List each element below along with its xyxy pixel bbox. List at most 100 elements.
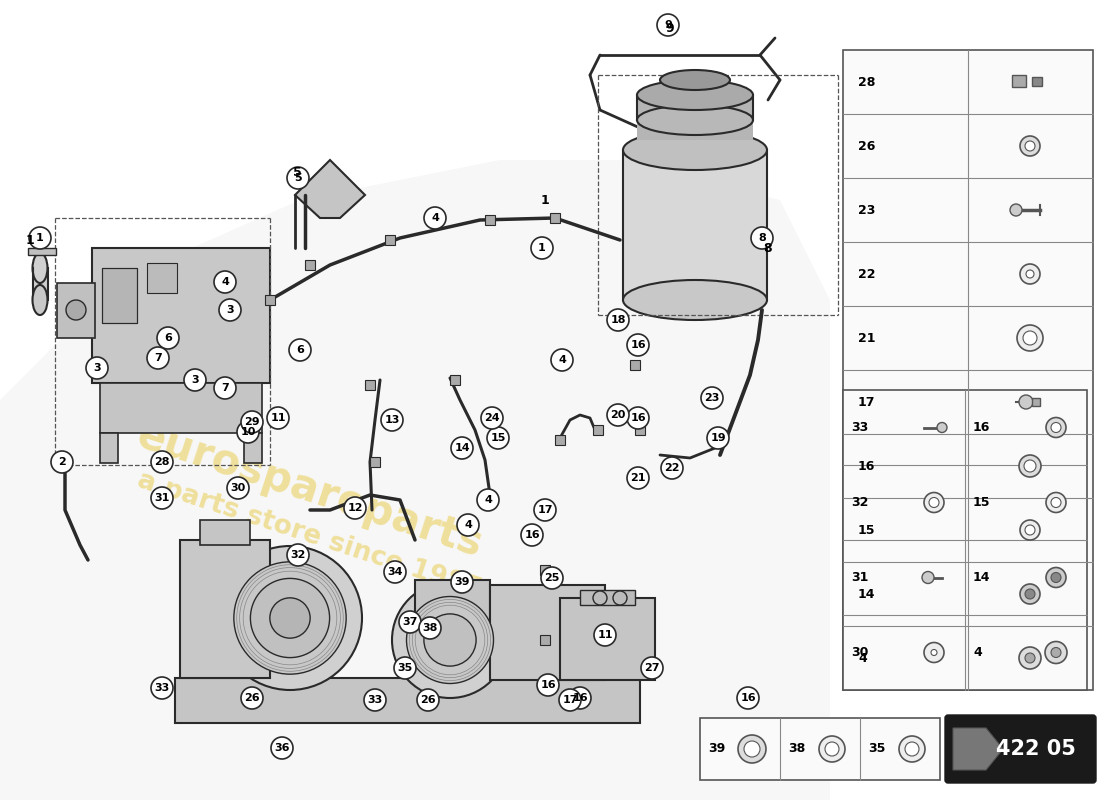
Circle shape — [1019, 647, 1041, 669]
Bar — [200, 520, 250, 545]
Circle shape — [1025, 141, 1035, 151]
Bar — [244, 433, 262, 463]
Circle shape — [1045, 642, 1067, 663]
Bar — [623, 150, 767, 300]
Circle shape — [151, 487, 173, 509]
Circle shape — [241, 411, 263, 433]
Text: 15: 15 — [491, 433, 506, 443]
Circle shape — [627, 334, 649, 356]
Circle shape — [1019, 455, 1041, 477]
Text: 30: 30 — [851, 646, 868, 659]
Circle shape — [1024, 460, 1036, 472]
Circle shape — [1019, 395, 1033, 409]
Text: 36: 36 — [274, 743, 289, 753]
Circle shape — [29, 227, 51, 249]
Bar — [147, 263, 177, 293]
Circle shape — [931, 650, 937, 655]
Text: 9: 9 — [664, 20, 672, 30]
Circle shape — [270, 598, 310, 638]
Circle shape — [924, 493, 944, 513]
Bar — [100, 433, 118, 463]
Bar — [630, 360, 640, 370]
Circle shape — [825, 742, 839, 756]
Circle shape — [607, 404, 629, 426]
Text: 22: 22 — [858, 267, 876, 281]
Text: 3: 3 — [227, 305, 234, 315]
Circle shape — [607, 309, 629, 331]
Ellipse shape — [623, 130, 767, 170]
Bar — [580, 590, 635, 605]
Circle shape — [151, 451, 173, 473]
Circle shape — [399, 611, 421, 633]
Circle shape — [364, 689, 386, 711]
Text: 38: 38 — [788, 742, 805, 755]
Circle shape — [241, 687, 263, 709]
Bar — [365, 380, 375, 390]
Circle shape — [451, 571, 473, 593]
Circle shape — [381, 409, 403, 431]
Text: 39: 39 — [454, 577, 470, 587]
Text: 19: 19 — [711, 433, 726, 443]
Circle shape — [661, 457, 683, 479]
Bar — [556, 435, 565, 445]
Text: 26: 26 — [420, 695, 436, 705]
Circle shape — [487, 427, 509, 449]
Text: 38: 38 — [422, 623, 438, 633]
Circle shape — [407, 597, 494, 683]
Text: 24: 24 — [484, 413, 499, 423]
Circle shape — [751, 227, 773, 249]
Circle shape — [481, 407, 503, 429]
Circle shape — [271, 737, 293, 759]
Bar — [370, 457, 379, 467]
Bar — [415, 580, 490, 642]
Bar — [540, 565, 550, 575]
Circle shape — [456, 514, 478, 536]
Polygon shape — [0, 160, 830, 800]
Circle shape — [641, 657, 663, 679]
Circle shape — [218, 546, 362, 690]
Circle shape — [701, 387, 723, 409]
Ellipse shape — [33, 253, 47, 283]
Text: 3: 3 — [94, 363, 101, 373]
Text: 17: 17 — [858, 395, 876, 409]
Circle shape — [613, 591, 627, 605]
Bar — [485, 215, 495, 225]
Circle shape — [899, 736, 925, 762]
Text: 28: 28 — [154, 457, 169, 467]
Circle shape — [1050, 498, 1062, 507]
Text: 32: 32 — [290, 550, 306, 560]
Circle shape — [905, 742, 918, 756]
Text: 14: 14 — [858, 587, 876, 601]
Circle shape — [1025, 589, 1035, 599]
Circle shape — [1046, 567, 1066, 587]
Circle shape — [424, 207, 446, 229]
Circle shape — [593, 591, 607, 605]
Text: 26: 26 — [244, 693, 260, 703]
Bar — [550, 213, 560, 223]
Text: 16: 16 — [858, 459, 876, 473]
Circle shape — [394, 657, 416, 679]
Text: 26: 26 — [858, 139, 876, 153]
Circle shape — [86, 357, 108, 379]
Circle shape — [738, 735, 766, 763]
Text: 35: 35 — [868, 742, 886, 755]
Text: 16: 16 — [630, 340, 646, 350]
Text: 31: 31 — [851, 571, 868, 584]
Text: 23: 23 — [858, 203, 876, 217]
Circle shape — [1023, 331, 1037, 345]
Bar — [305, 260, 315, 270]
Text: 35: 35 — [397, 663, 412, 673]
Bar — [560, 598, 654, 680]
Circle shape — [820, 736, 845, 762]
Text: 25: 25 — [544, 573, 560, 583]
Bar — [102, 268, 138, 323]
Text: 23: 23 — [704, 393, 719, 403]
Bar — [483, 490, 493, 500]
Circle shape — [287, 167, 309, 189]
Circle shape — [737, 687, 759, 709]
Circle shape — [937, 422, 947, 433]
Text: 4: 4 — [558, 355, 565, 365]
Circle shape — [930, 498, 939, 507]
Circle shape — [1010, 204, 1022, 216]
Bar — [843, 50, 1093, 690]
